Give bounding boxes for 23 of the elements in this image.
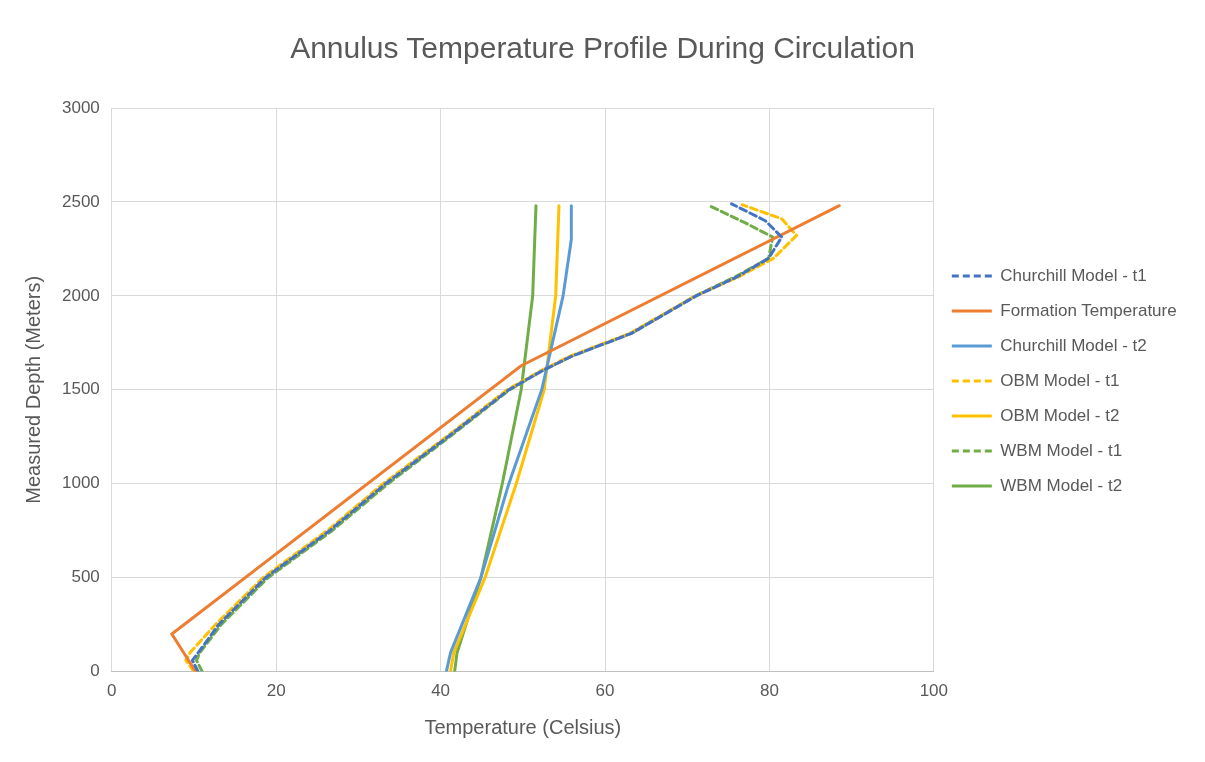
legend-label: WBM Model - t1: [1000, 440, 1123, 460]
x-tick-label: 80: [759, 681, 779, 701]
chart-title: Annulus Temperature Profile During Circulation: [290, 31, 915, 65]
y-tick-label: 0: [90, 661, 100, 681]
legend-label: WBM Model - t2: [1000, 475, 1123, 495]
legend-label: Churchill Model - t2: [1000, 335, 1147, 355]
legend-label: Formation Temperature: [1000, 300, 1177, 320]
x-tick-label: 40: [431, 681, 451, 701]
legend-label: OBM Model - t2: [1000, 405, 1120, 425]
legend-label: Churchill Model - t1: [1000, 265, 1147, 285]
y-tick-label: 2000: [61, 285, 100, 305]
legend-label: OBM Model - t1: [1000, 370, 1120, 390]
y-tick-label: 1000: [61, 473, 100, 493]
y-tick-label: 2500: [61, 191, 100, 211]
y-tick-label: 1500: [61, 379, 100, 399]
y-tick-label: 3000: [61, 97, 100, 117]
y-axis-title: Measured Depth (Meters): [21, 275, 44, 504]
x-tick-label: 100: [919, 681, 949, 701]
x-tick-label: 0: [107, 681, 117, 701]
x-tick-label: 20: [266, 681, 286, 701]
y-tick-label: 500: [71, 567, 100, 587]
x-tick-label: 60: [595, 681, 615, 701]
x-axis-title: Temperature (Celsius): [424, 715, 622, 738]
